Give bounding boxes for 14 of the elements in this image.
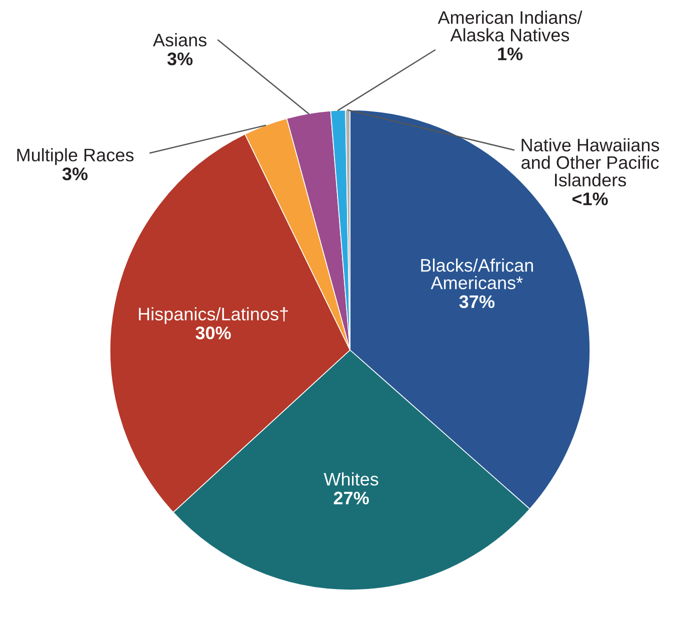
data-label: <1% [572, 192, 608, 206]
slice-label: Multiple Races [17, 148, 134, 165]
slice-label: Whites [324, 472, 378, 486]
slice-label: Hispanics/Latinos† [138, 307, 288, 324]
data-label: 3% [167, 52, 193, 66]
slice-label: Blacks/African Americans* [421, 258, 533, 290]
slice-label: Native Hawaiians and Other Pacific Islanders [522, 138, 660, 186]
data-label: 3% [62, 167, 88, 180]
data-label: 27% [334, 492, 369, 504]
data-label: 30% [196, 326, 231, 340]
data-label: 1% [498, 48, 523, 60]
slice-label: Asians [152, 33, 206, 46]
slice-label: American Indians/ Alaska Natives [438, 10, 582, 42]
data-label: 37% [459, 295, 495, 308]
